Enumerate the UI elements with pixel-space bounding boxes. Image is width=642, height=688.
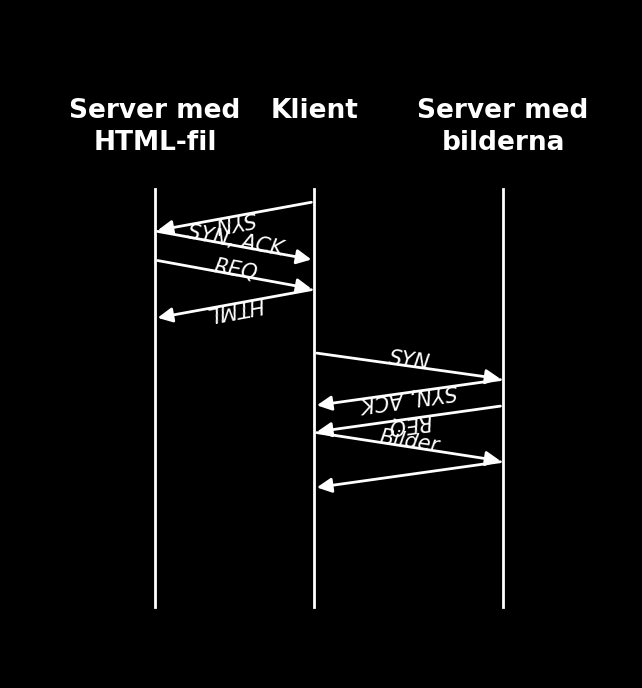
Text: REQ: REQ	[386, 411, 433, 436]
Text: SYN: SYN	[213, 207, 257, 235]
Text: REQ: REQ	[212, 256, 259, 284]
Text: SYN: SYN	[387, 349, 431, 374]
Text: Server med
bilderna: Server med bilderna	[417, 98, 589, 156]
Text: SYN, ACK: SYN, ACK	[360, 380, 459, 413]
Text: Server med
HTML-fil: Server med HTML-fil	[69, 98, 241, 156]
Text: HTML: HTML	[205, 293, 266, 323]
Text: SYN, ACK: SYN, ACK	[186, 222, 285, 259]
Text: Klient: Klient	[270, 98, 358, 125]
Text: Bilder: Bilder	[378, 428, 441, 457]
